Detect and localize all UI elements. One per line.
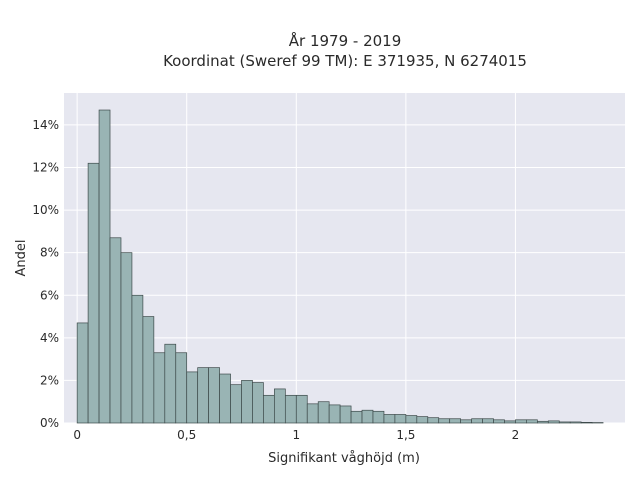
- histogram-bar-26: [361, 409, 374, 424]
- histogram-bar-32: [427, 417, 440, 424]
- y-tick-label-4: 8%: [40, 246, 59, 260]
- histogram-bar-20: [295, 394, 308, 424]
- histogram-bar-5: [131, 294, 144, 424]
- histogram-bar-31: [416, 416, 429, 424]
- histogram-bar-45: [569, 421, 582, 424]
- x-tick-label-3: 1,5: [396, 428, 415, 442]
- histogram-bar-39: [504, 420, 516, 424]
- histogram-bar-30: [405, 415, 418, 424]
- histogram-bar-8: [164, 343, 177, 424]
- histogram-bar-4: [120, 252, 133, 424]
- y-tick-label-0: 0%: [40, 416, 59, 430]
- x-axis-ticks: 0 0,5 1 1,5 2: [73, 428, 519, 442]
- histogram-bars: [76, 109, 604, 424]
- histogram-bar-14: [230, 384, 242, 424]
- histogram-bar-11: [197, 367, 209, 424]
- x-tick-label-2: 1: [292, 428, 300, 442]
- x-axis-label: Signifikant våghöjd (m): [268, 451, 420, 466]
- histogram-bar-19: [284, 394, 297, 424]
- histogram-bar-42: [536, 420, 549, 424]
- y-axis-ticks: 0% 2% 4% 6% 8% 10% 12% 14%: [32, 118, 59, 430]
- histogram-bar-44: [558, 421, 571, 424]
- histogram-bar-38: [493, 419, 505, 424]
- histogram-bar-10: [186, 371, 199, 424]
- histogram-bar-27: [372, 410, 385, 424]
- histogram-bar-6: [142, 316, 155, 424]
- histogram-bar-17: [263, 394, 275, 424]
- histogram-bar-46: [580, 422, 593, 424]
- histogram-bar-3: [109, 237, 122, 424]
- chart-title-line-1: År 1979 - 2019: [289, 31, 402, 50]
- histogram-bar-41: [526, 419, 538, 424]
- y-axis-label: Andel: [14, 240, 29, 277]
- y-tick-label-2: 4%: [40, 331, 59, 345]
- histogram-bar-33: [438, 418, 451, 424]
- histogram-bar-0: [76, 322, 89, 424]
- histogram-bar-16: [252, 382, 264, 424]
- x-tick-label-4: 2: [512, 428, 520, 442]
- histogram-bar-25: [350, 410, 363, 424]
- histogram-bar-15: [241, 380, 253, 424]
- y-tick-label-1: 2%: [40, 373, 59, 387]
- histogram-bar-40: [515, 419, 527, 424]
- histogram-bar-36: [471, 418, 483, 424]
- histogram-bar-34: [449, 418, 461, 424]
- histogram-bar-2: [98, 109, 111, 424]
- histogram-bar-28: [383, 414, 396, 424]
- histogram-bar-29: [394, 414, 407, 424]
- y-tick-label-6: 12%: [32, 161, 59, 175]
- histogram-bar-22: [317, 401, 330, 424]
- grid-lines: [64, 93, 625, 424]
- histogram-bar-23: [328, 404, 341, 424]
- histogram-bar-24: [339, 405, 352, 424]
- histogram-bar-12: [208, 367, 220, 424]
- histogram-bar-18: [274, 388, 286, 424]
- x-tick-label-1: 0,5: [177, 428, 196, 442]
- histogram-bar-35: [460, 419, 472, 424]
- histogram-bar-43: [547, 420, 560, 424]
- y-tick-label-3: 6%: [40, 288, 59, 302]
- histogram-bar-13: [219, 373, 231, 424]
- histogram-bar-21: [306, 403, 319, 424]
- histogram-bar-7: [153, 352, 166, 424]
- histogram-bar-37: [482, 418, 494, 424]
- histogram-bar-9: [175, 352, 188, 424]
- histogram-bar-1: [87, 162, 100, 424]
- chart-title-line-2: Koordinat (Sweref 99 TM): E 371935, N 62…: [163, 52, 527, 70]
- x-tick-label-0: 0: [73, 428, 81, 442]
- y-tick-label-5: 10%: [32, 203, 59, 217]
- y-tick-label-7: 14%: [32, 118, 59, 132]
